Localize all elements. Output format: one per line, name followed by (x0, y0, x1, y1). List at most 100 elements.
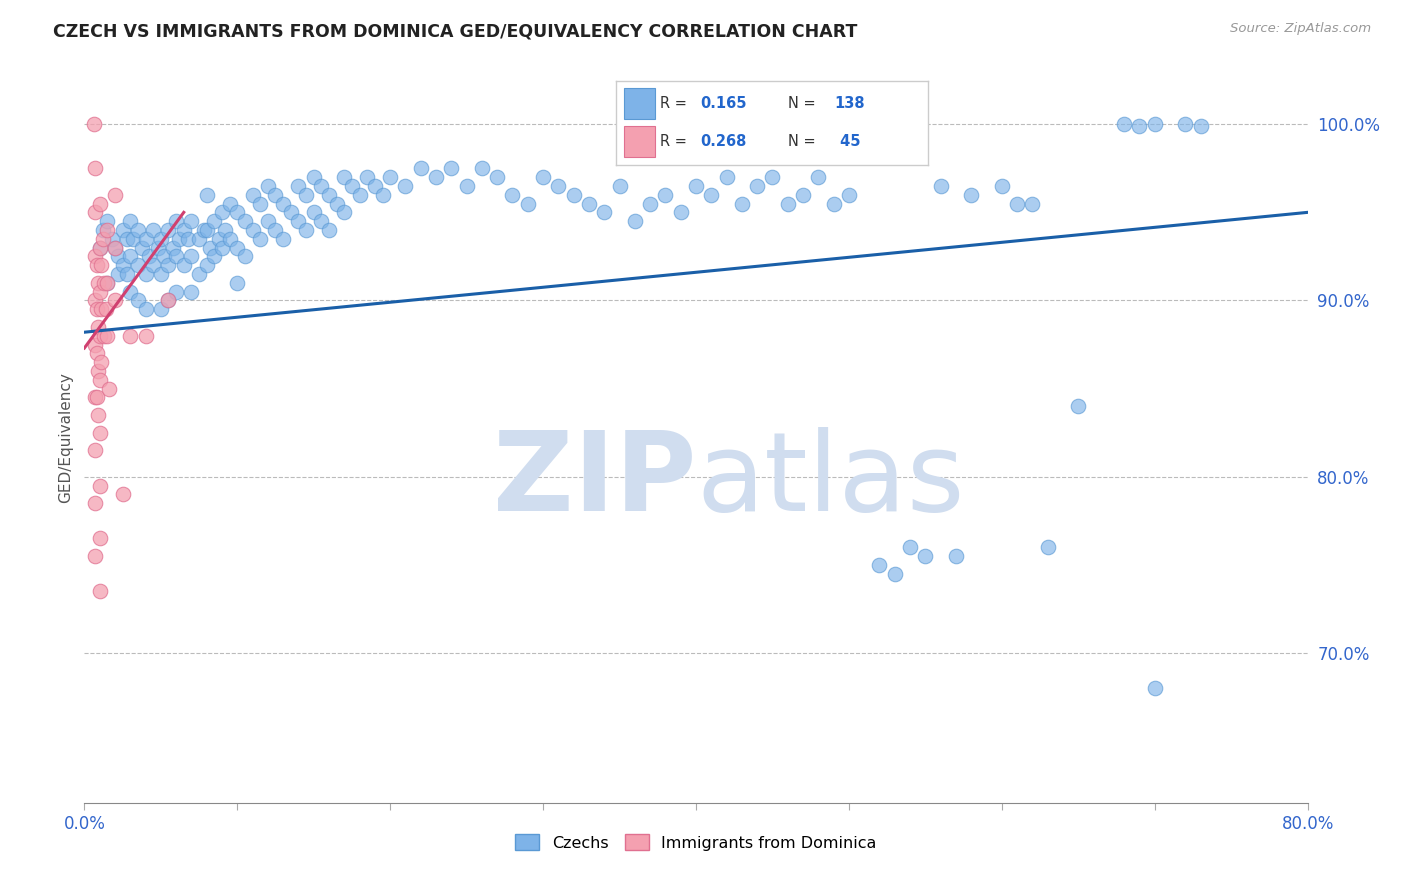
Point (486, 170, 509, 185)
Point (86, 302, 108, 317)
Point (84, 161, 107, 176)
Point (135, 232, 157, 246)
Point (89, 241, 111, 255)
Point (1036, 540, 1059, 554)
Point (1174, 117, 1197, 131)
Point (214, 223, 236, 237)
Point (914, 549, 936, 563)
Point (202, 214, 225, 228)
Y-axis label: GED/Equivalency: GED/Equivalency (58, 372, 73, 502)
Point (84, 443, 107, 458)
Point (456, 178, 478, 193)
Point (157, 223, 180, 237)
Point (211, 205, 233, 219)
Point (249, 196, 271, 211)
Point (318, 223, 340, 237)
Point (104, 293, 127, 308)
Point (157, 258, 180, 272)
Point (257, 214, 280, 228)
Point (302, 205, 325, 219)
Point (264, 187, 287, 202)
Point (325, 196, 347, 211)
Point (440, 161, 463, 176)
Point (562, 187, 585, 202)
Point (101, 232, 124, 246)
Point (547, 178, 569, 193)
Point (349, 187, 371, 202)
Point (142, 223, 165, 237)
Point (173, 258, 195, 272)
Point (257, 178, 280, 193)
Point (180, 249, 202, 263)
Point (394, 178, 416, 193)
Point (167, 232, 190, 246)
Point (883, 566, 905, 581)
Point (302, 170, 325, 185)
Text: CZECH VS IMMIGRANTS FROM DOMINICA GED/EQUIVALENCY CORRELATION CHART: CZECH VS IMMIGRANTS FROM DOMINICA GED/EQ… (53, 22, 858, 40)
Point (226, 205, 249, 219)
Point (104, 241, 127, 255)
Point (271, 232, 294, 246)
Point (165, 214, 187, 228)
Point (409, 161, 432, 176)
Point (177, 232, 200, 246)
Point (1143, 681, 1166, 696)
Point (531, 170, 554, 185)
Point (333, 205, 356, 219)
Point (84, 496, 107, 510)
Point (340, 178, 363, 193)
Point (593, 205, 616, 219)
Point (1189, 119, 1212, 133)
Point (654, 187, 676, 202)
Point (731, 196, 754, 211)
Point (89, 584, 111, 599)
Point (226, 276, 249, 290)
Point (195, 187, 218, 202)
Point (578, 196, 600, 211)
Point (218, 232, 240, 246)
Point (700, 187, 723, 202)
Point (138, 249, 160, 263)
Point (380, 170, 402, 185)
Point (311, 178, 333, 193)
Point (107, 249, 129, 263)
Point (89, 196, 111, 211)
Point (115, 267, 138, 281)
Point (1114, 117, 1136, 131)
Point (198, 241, 221, 255)
Point (311, 214, 333, 228)
Point (502, 187, 524, 202)
Point (107, 267, 129, 281)
Point (84, 293, 107, 308)
Point (89, 328, 111, 343)
Point (86, 391, 108, 405)
Point (86, 258, 108, 272)
Point (91, 232, 114, 246)
Point (516, 196, 538, 211)
Point (127, 223, 149, 237)
Point (264, 223, 287, 237)
Point (86, 346, 108, 360)
Point (96, 328, 118, 343)
Point (838, 187, 860, 202)
Point (233, 214, 256, 228)
Point (609, 178, 631, 193)
Point (807, 170, 830, 185)
Point (823, 196, 845, 211)
Point (111, 258, 134, 272)
Point (761, 170, 783, 185)
Point (716, 170, 738, 185)
Point (333, 170, 356, 185)
Point (165, 285, 187, 299)
Point (89, 285, 111, 299)
Point (188, 267, 211, 281)
Point (991, 178, 1014, 193)
Point (120, 285, 142, 299)
Point (96, 223, 118, 237)
Point (202, 249, 225, 263)
Point (127, 258, 149, 272)
Point (960, 187, 983, 202)
Point (364, 178, 387, 193)
Point (471, 161, 494, 176)
Point (89, 425, 111, 440)
